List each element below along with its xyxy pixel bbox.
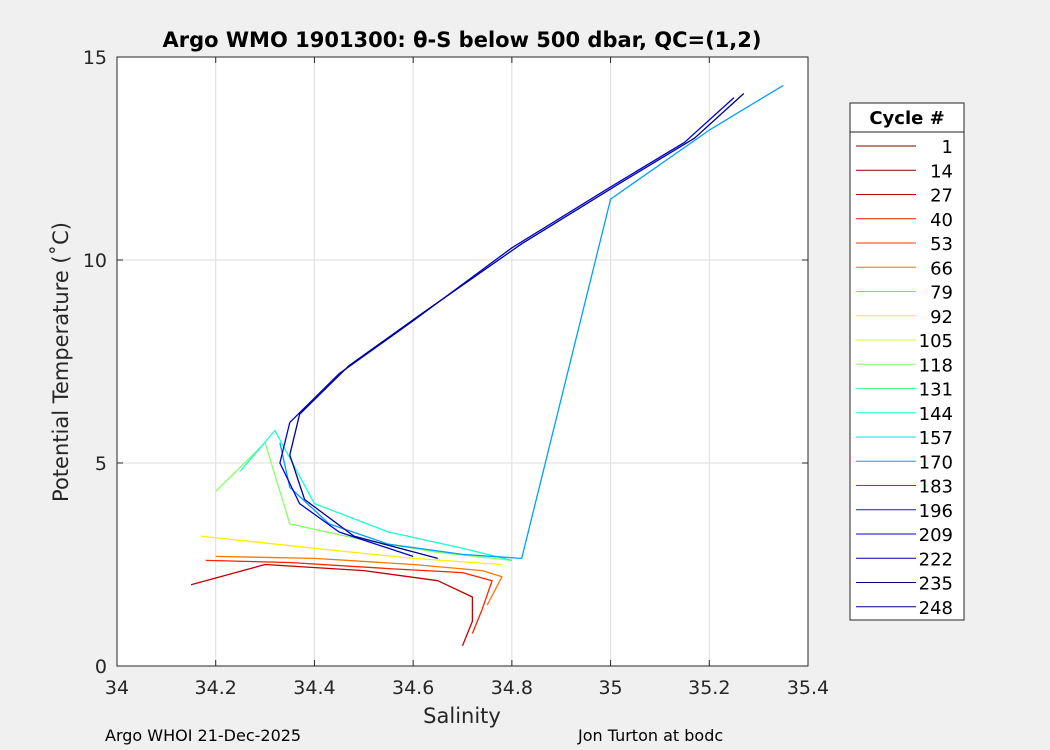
- legend-label: 40: [930, 210, 953, 231]
- legend-label: 53: [930, 234, 953, 255]
- x-tick-label: 35: [598, 677, 622, 699]
- series-line-late-8: [289, 93, 745, 560]
- series-line-middle-5: [239, 429, 513, 562]
- legend-label: 105: [919, 331, 953, 352]
- x-tick-label: 35.4: [787, 677, 829, 699]
- legend-label: 27: [930, 186, 953, 207]
- legend-items: 1 14 27 40 53 66 79 92 105 118 131 144 157 170 183 196 2…: [856, 137, 953, 619]
- series-layer: [190, 84, 784, 646]
- legend-label: 1: [942, 137, 953, 158]
- y-tick-label: 15: [83, 47, 107, 69]
- series-line-early-1: [205, 559, 493, 634]
- legend-label: 92: [930, 307, 953, 328]
- x-tick-label: 34.2: [195, 677, 237, 699]
- legend-label: 131: [919, 380, 953, 401]
- legend-label: 157: [919, 428, 953, 449]
- legend-label: 170: [919, 452, 953, 473]
- plot-area: [117, 57, 808, 666]
- legend: Cycle # 1 14 27 40 53 66 79 92 105 118 131 144 157 17…: [849, 102, 965, 621]
- x-tick-label: 34.4: [293, 677, 335, 699]
- y-tick-label: 10: [83, 250, 107, 272]
- legend-label: 144: [919, 404, 953, 425]
- x-ticks: 34 34.2 34.4 34.6 34.8 35 35.2 35.4: [105, 57, 829, 699]
- y-ticks: 0 5 10 15: [83, 47, 808, 678]
- series-line-late-6: [279, 84, 784, 560]
- x-tick-label: 34.6: [392, 677, 434, 699]
- footer-left: Argo WHOI 21-Dec-2025: [105, 726, 301, 745]
- plot-frame: [116, 56, 809, 667]
- series-line-early-2: [215, 555, 503, 606]
- legend-label: 235: [919, 574, 953, 595]
- legend-label: 209: [919, 525, 953, 546]
- y-axis-label: Potential Temperature (˚C): [49, 222, 73, 502]
- legend-label: 118: [919, 355, 953, 376]
- legend-label: 248: [919, 598, 953, 619]
- chart-title: Argo WMO 1901300: θ-S below 500 dbar, QC…: [163, 28, 762, 52]
- series-line-middle-3: [200, 535, 503, 566]
- legend-label: 183: [919, 477, 953, 498]
- legend-label: 196: [919, 501, 953, 522]
- footer-right: Jon Turton at bodc: [577, 726, 723, 745]
- y-tick-label: 0: [95, 656, 107, 678]
- x-axis-label: Salinity: [423, 704, 501, 728]
- series-line-early-0: [190, 563, 474, 646]
- legend-label: 66: [930, 258, 953, 279]
- x-tick-label: 34.8: [491, 677, 533, 699]
- legend-title: Cycle #: [869, 108, 944, 129]
- legend-label: 222: [919, 549, 953, 570]
- x-tick-label: 35.2: [688, 677, 730, 699]
- y-tick-label: 5: [95, 453, 107, 475]
- series-line-late-7: [279, 97, 735, 558]
- legend-label: 14: [930, 161, 953, 182]
- legend-label: 79: [930, 283, 953, 304]
- x-tick-label: 34: [105, 677, 129, 699]
